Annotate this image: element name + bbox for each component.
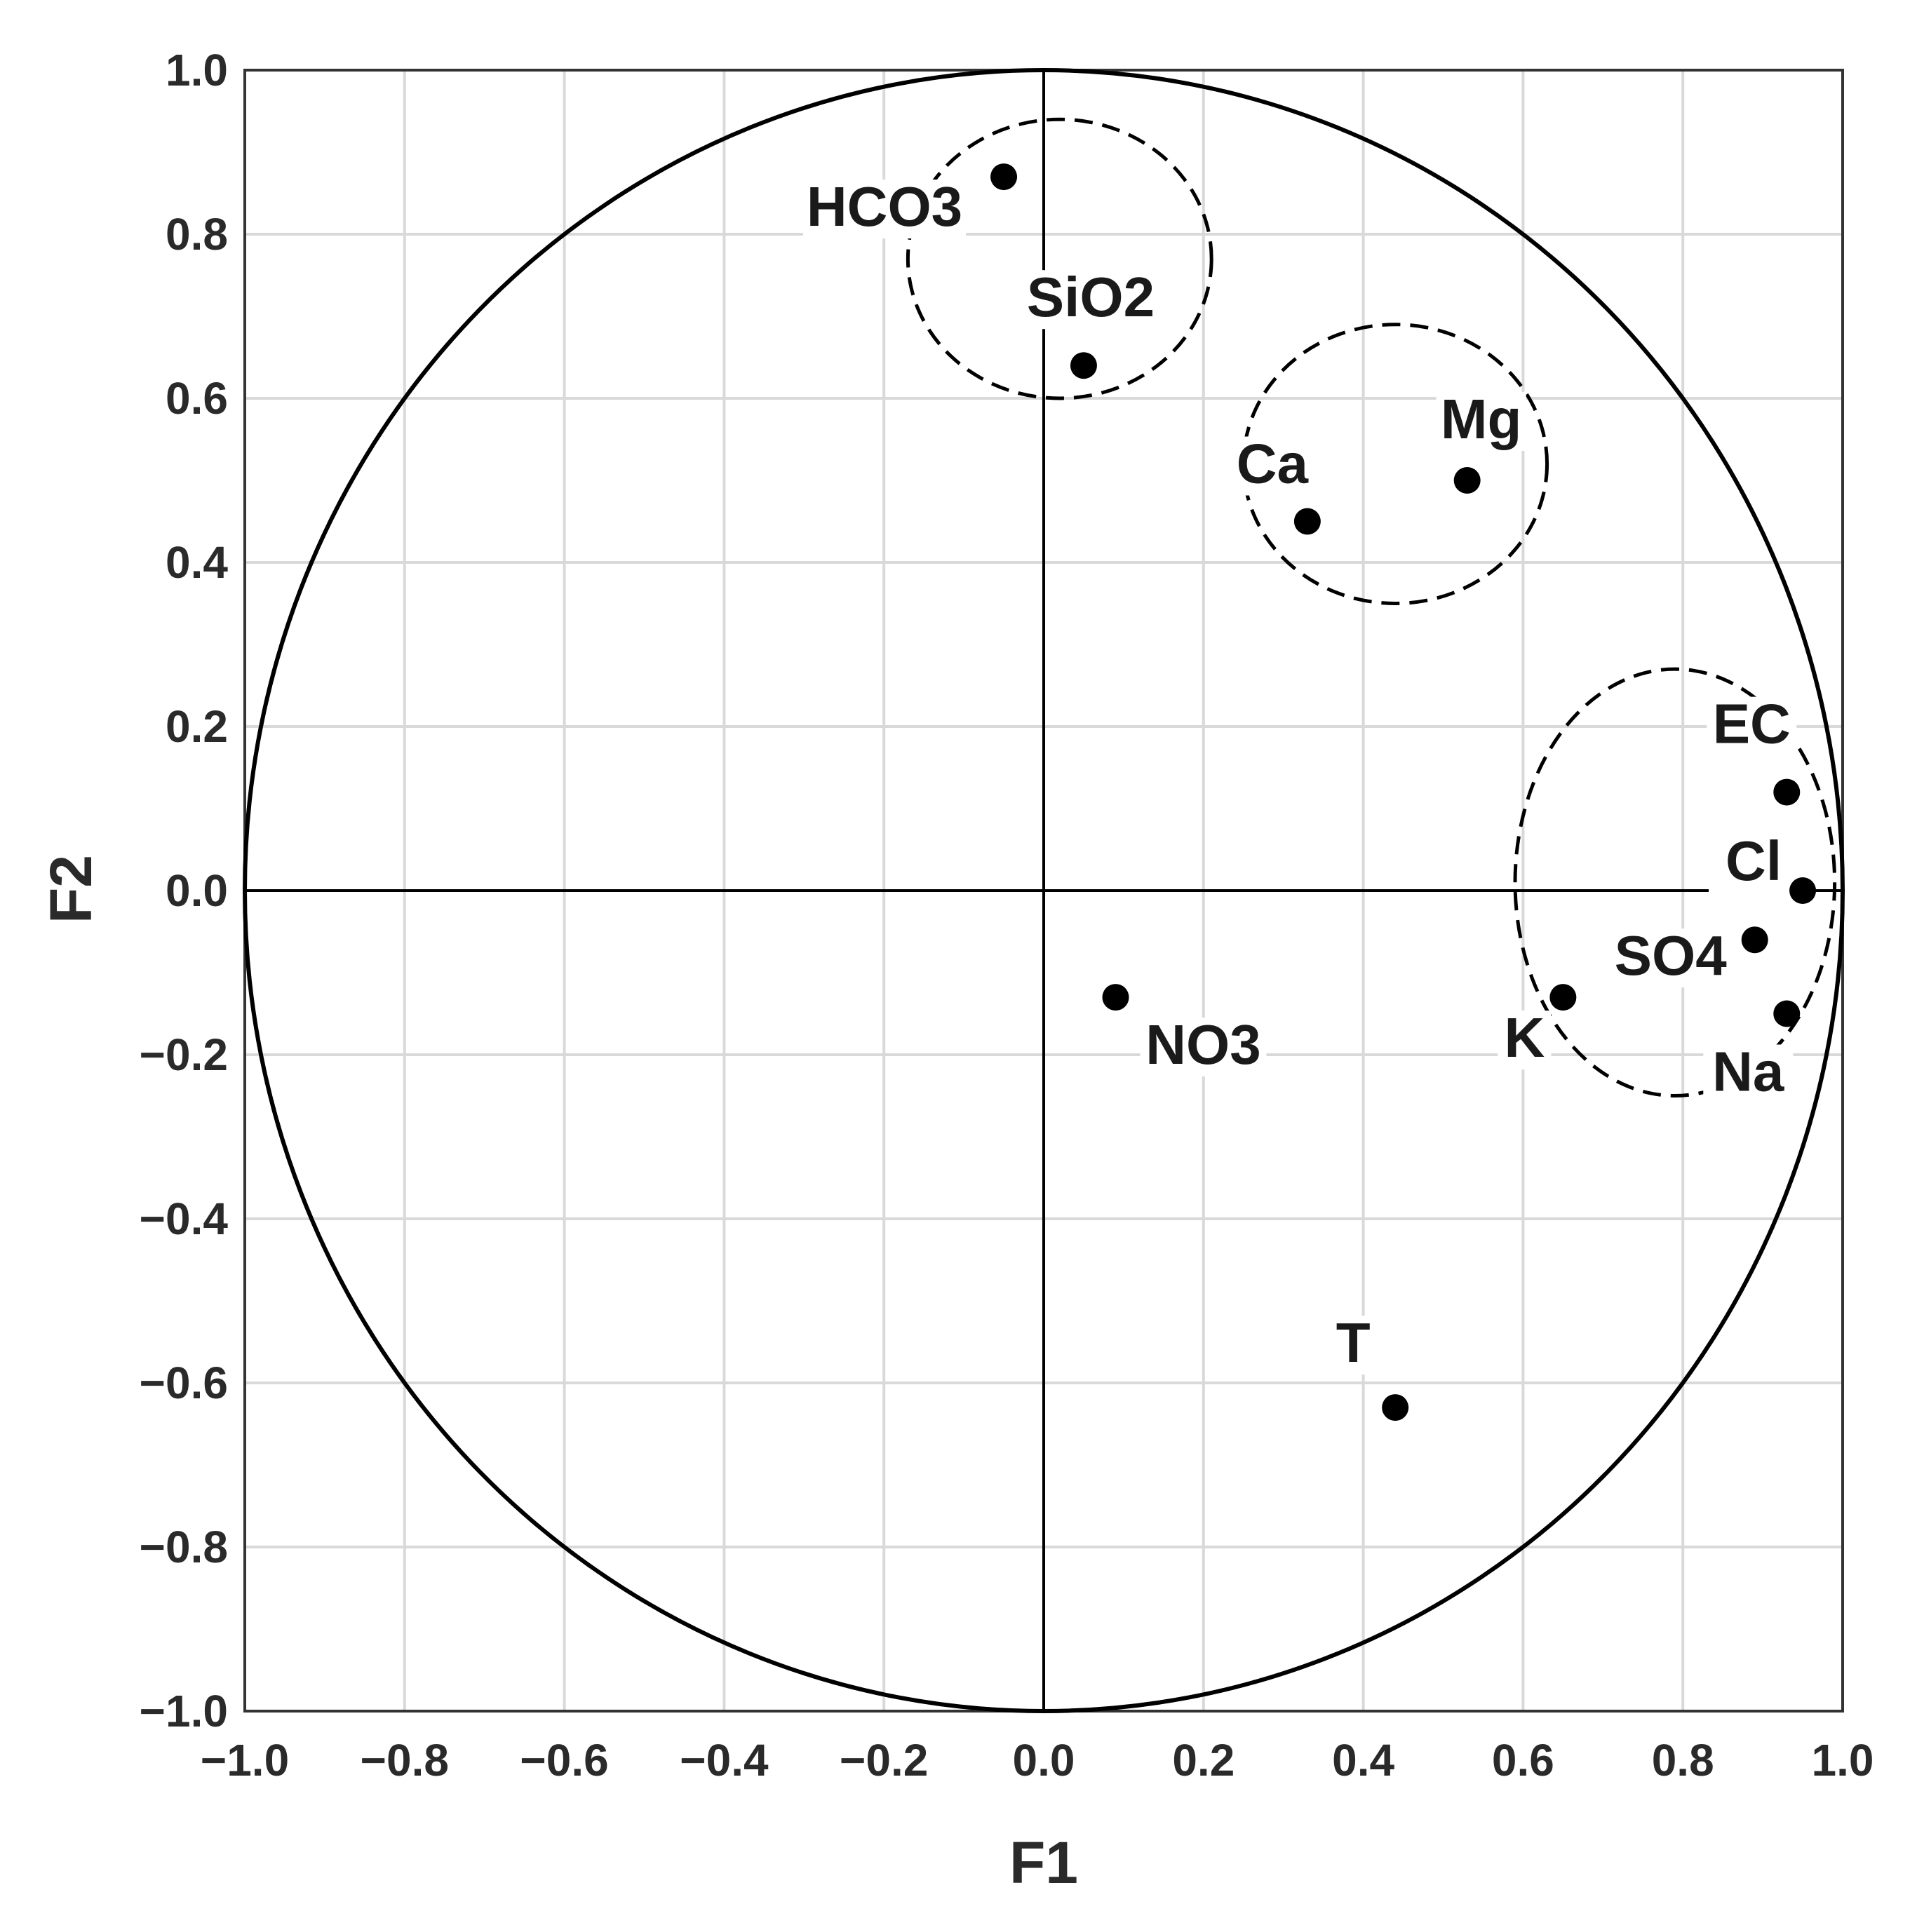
x-tick-label: 0.4 [1332, 1735, 1394, 1785]
point-label: Mg [1441, 388, 1522, 450]
y-tick-label: 1.0 [166, 45, 228, 95]
data-point: SiO2 [1009, 266, 1172, 379]
y-tick-label: 0.6 [166, 373, 228, 424]
point-marker [1789, 877, 1817, 904]
point-label-background [1607, 928, 1734, 988]
y-tick-label: 0.4 [166, 537, 228, 588]
y-tick-label: −0.2 [140, 1029, 228, 1080]
x-tick-label: −0.2 [840, 1735, 928, 1785]
point-marker [1773, 778, 1801, 806]
data-point: SO4 [1607, 924, 1768, 988]
point-marker [1070, 352, 1097, 379]
data-point: NO3 [1102, 984, 1267, 1077]
point-label-background [1009, 270, 1172, 330]
point-label: K [1504, 1006, 1545, 1069]
y-axis-title: F2 [38, 855, 104, 924]
point-label: HCO3 [807, 175, 962, 238]
x-tick-label: −0.6 [520, 1735, 608, 1785]
x-tick-label: 1.0 [1812, 1735, 1874, 1785]
point-marker [990, 163, 1018, 191]
point-marker [1382, 1394, 1409, 1421]
data-point: K [1498, 984, 1577, 1070]
y-tick-label: −0.8 [140, 1522, 228, 1572]
unit-circle [243, 68, 1845, 1713]
x-tick-label: −0.4 [680, 1735, 769, 1785]
data-point: Na [1703, 1000, 1801, 1104]
x-tick-label: 0.8 [1652, 1735, 1714, 1785]
x-tick-label: −0.8 [361, 1735, 449, 1785]
x-tick-label: 0.6 [1492, 1735, 1554, 1785]
point-marker [1549, 984, 1577, 1011]
point-label: NO3 [1145, 1013, 1261, 1076]
y-tick-label: −0.4 [140, 1194, 229, 1244]
data-point: T [1326, 1311, 1409, 1421]
zero-axes [245, 70, 1843, 1711]
point-label: T [1336, 1311, 1371, 1374]
data-point: EC [1707, 693, 1801, 806]
point-label: Na [1712, 1041, 1784, 1103]
group-ellipse [1513, 667, 1837, 1098]
point-label-background [1140, 1018, 1267, 1077]
point-label-background [1498, 1011, 1552, 1070]
circles-layer [243, 68, 1845, 1713]
point-label-background [1707, 696, 1797, 756]
point-label-background [1227, 436, 1317, 496]
point-marker [1102, 984, 1129, 1011]
point-marker [1453, 467, 1481, 494]
data-point: Ca [1227, 433, 1321, 535]
point-label: Ca [1237, 433, 1309, 495]
y-tick-label: −0.6 [140, 1358, 228, 1408]
y-tick-label: 0.8 [166, 209, 228, 259]
data-point: Cl [1709, 830, 1817, 904]
point-label: SO4 [1615, 924, 1728, 987]
x-tick-label: 0.0 [1013, 1735, 1075, 1785]
x-axis-title: F1 [1009, 1830, 1078, 1896]
point-marker [1741, 926, 1768, 954]
point-label-background [1326, 1316, 1380, 1375]
y-tick-labels: 1.0 0.8 0.6 0.4 0.2 0.0 −0.2 −0.4 −0.6 −0.8 −1.0 [140, 45, 229, 1736]
y-tick-label: −1.0 [140, 1686, 228, 1736]
y-tick-label: 0.2 [166, 701, 228, 752]
group-ellipse [906, 117, 1213, 400]
data-point: HCO3 [803, 163, 1018, 239]
point-marker [1773, 1000, 1801, 1027]
x-tick-labels: −1.0 −0.8 −0.6 −0.4 −0.2 0.0 0.2 0.4 0.6 0.8 1.0 [201, 1735, 1874, 1785]
data-points: HCO3 SiO2 Mg Ca EC Cl SO4 K Na NO3 T [803, 163, 1817, 1421]
data-point: Mg [1436, 388, 1526, 494]
point-marker [1293, 508, 1321, 535]
x-tick-label: −1.0 [201, 1735, 289, 1785]
x-tick-label: 0.2 [1172, 1735, 1235, 1785]
point-label: Cl [1726, 830, 1782, 892]
point-label-background [1436, 392, 1526, 451]
point-label-background [1703, 1044, 1794, 1104]
point-label-background [1709, 834, 1799, 893]
point-label: SiO2 [1027, 266, 1155, 328]
y-tick-label: 0.0 [166, 865, 228, 916]
point-label-background [803, 180, 967, 239]
point-label: EC [1713, 693, 1791, 755]
